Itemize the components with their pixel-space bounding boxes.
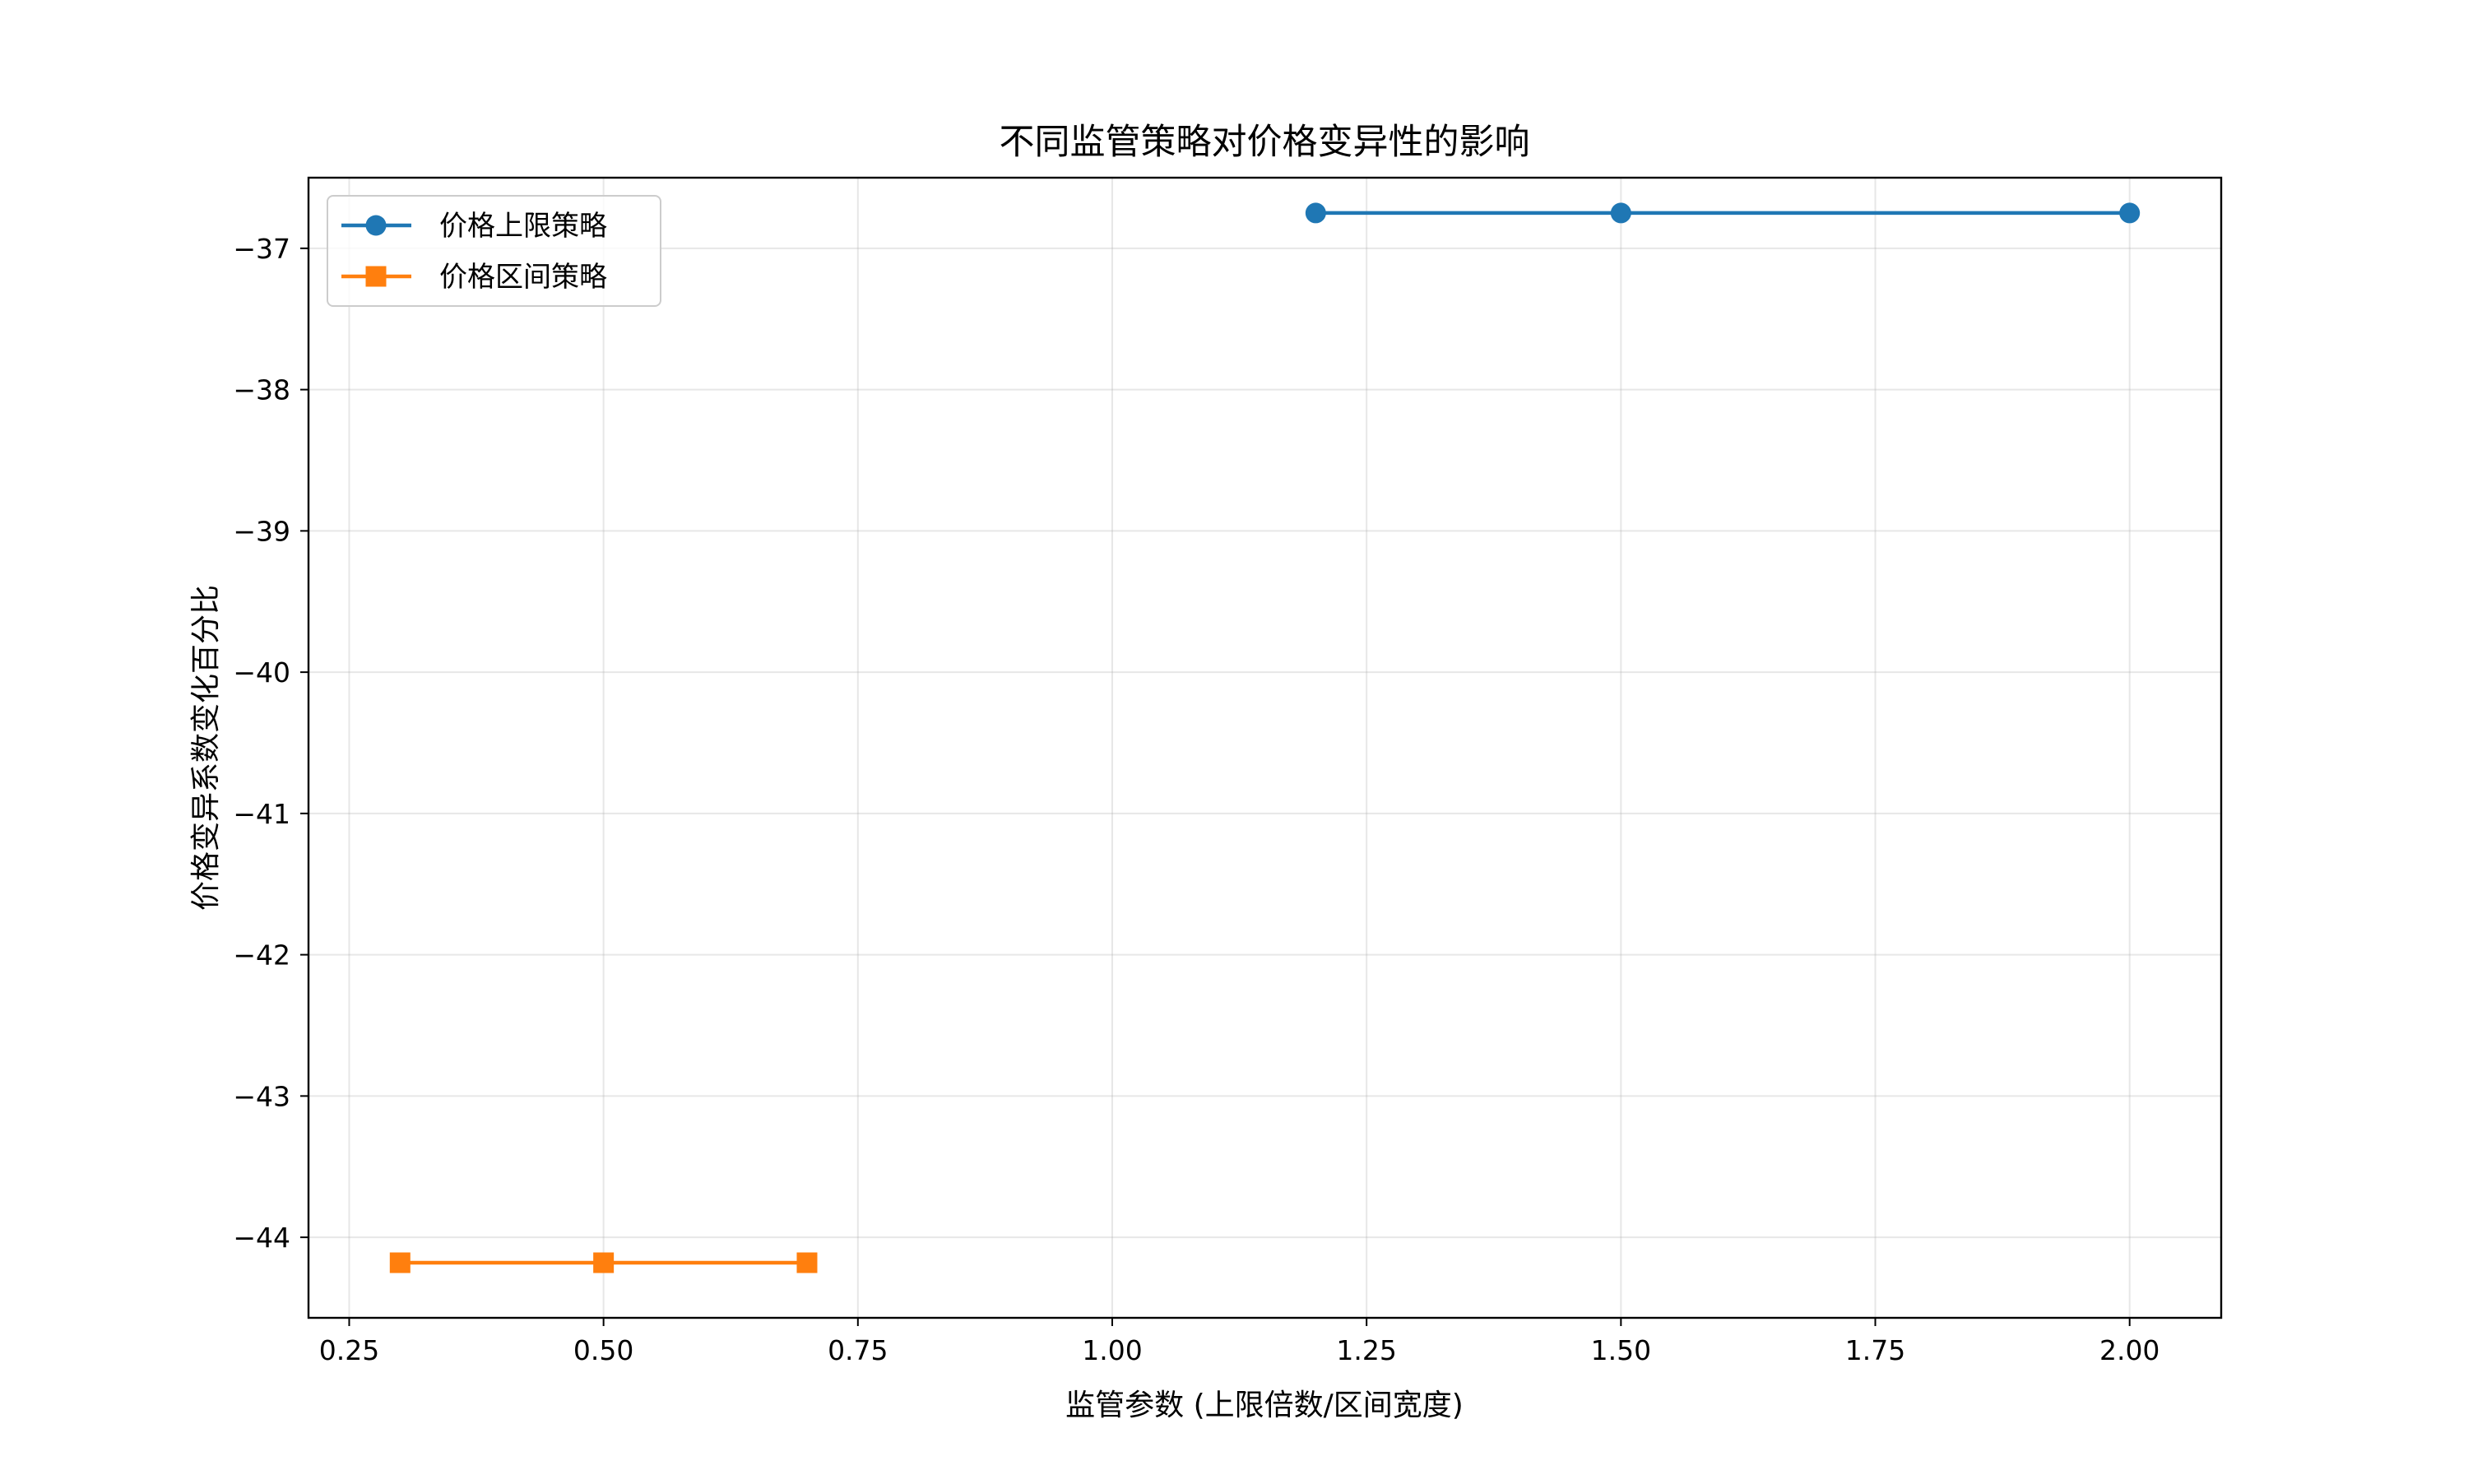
- y-tick-label: −42: [233, 939, 290, 972]
- x-tick-label: 1.00: [1082, 1334, 1142, 1366]
- x-axis-label: 监管参数 (上限倍数/区间宽度): [1065, 1389, 1464, 1422]
- legend-marker-price-cap: [365, 215, 387, 236]
- legend-label-price-band: 价格区间策略: [439, 261, 607, 294]
- x-tick-label: 0.50: [573, 1334, 633, 1366]
- chart-title: 不同监管策略对价格变异性的影响: [1000, 122, 1530, 163]
- y-tick-label: −44: [233, 1222, 290, 1254]
- data-point-price-cap: [2119, 202, 2141, 224]
- x-tick-label: 1.75: [1845, 1334, 1905, 1366]
- data-point-price-cap: [1610, 202, 1631, 224]
- y-tick-label: −38: [233, 374, 290, 406]
- x-tick-label: 2.00: [2099, 1334, 2160, 1366]
- axis-ticks: 0.25 0.50 0.75 1.00 1.25 1.50 1.75 2.00 −37 −38 −3…: [233, 233, 2160, 1366]
- legend-box: [327, 195, 661, 307]
- legend-marker-price-band: [365, 266, 387, 287]
- y-tick-label: −37: [233, 233, 290, 265]
- x-tick-label: 1.50: [1591, 1334, 1651, 1366]
- y-axis-label: 价格变异系数变化百分比: [189, 585, 223, 911]
- plot-area-frame: [307, 176, 2223, 1319]
- legend-label-price-cap: 价格上限策略: [439, 210, 607, 243]
- y-tick-label: −40: [233, 656, 290, 689]
- data-point-price-band: [796, 1252, 818, 1273]
- data-point-price-band: [593, 1252, 615, 1273]
- data-point-price-band: [389, 1252, 411, 1273]
- y-tick-label: −41: [233, 798, 290, 830]
- y-tick-label: −43: [233, 1080, 290, 1112]
- y-tick-label: −39: [233, 515, 290, 547]
- data-point-price-cap: [1305, 202, 1326, 224]
- x-tick-label: 1.25: [1336, 1334, 1396, 1366]
- series-layer: [389, 202, 2141, 1273]
- x-tick-label: 0.25: [319, 1334, 379, 1366]
- x-tick-label: 0.75: [828, 1334, 888, 1366]
